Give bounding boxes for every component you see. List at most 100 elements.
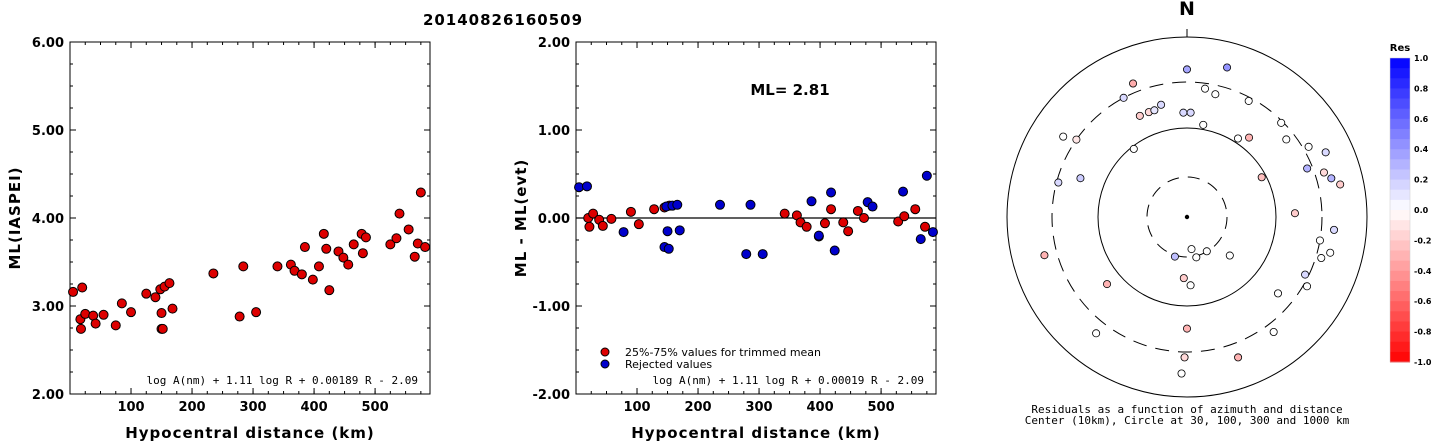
y-tick-label: 2.00 [32,388,64,403]
station-marker [1183,324,1192,333]
data-point [921,170,932,181]
data-point [597,220,608,231]
station-marker [1223,63,1232,72]
station-marker [1170,252,1179,261]
ml-annotation: ML= 2.81 [750,81,829,99]
colorbar-tick-label: -0.6 [1414,297,1432,306]
y-tick-label: 2.00 [538,36,570,51]
data-point [116,298,127,309]
legend-label: Rejected values [625,358,712,371]
station-marker [1319,168,1328,177]
station-marker [1257,173,1266,182]
ring-300km [1051,81,1323,353]
data-point [208,268,219,279]
station-marker [1103,280,1112,289]
data-point [920,221,931,232]
colorbar-segment [1390,128,1410,140]
colorbar-segment [1390,321,1410,333]
data-point [357,248,368,259]
colorbar-segment [1390,220,1410,231]
station-marker [1211,90,1220,99]
station-marker [1269,328,1278,337]
data-point [234,311,245,322]
map-caption-line1: Residuals as a function of azimuth and d… [1031,403,1342,416]
station-marker [1301,270,1310,279]
x-tick-label: 500 [362,400,389,415]
x-tick-label: 400 [806,400,833,415]
data-point [581,181,592,192]
colorbar-segment [1390,58,1410,69]
station-marker [1201,84,1210,93]
station-marker [1183,65,1192,74]
station-marker [1119,93,1128,102]
station-marker [1187,245,1196,254]
data-point [674,225,685,236]
data-point [391,233,402,244]
colorbar-segment [1390,149,1410,160]
plot-frame [69,41,431,395]
data-point [156,308,167,319]
data-point [826,187,837,198]
data-point [403,224,414,235]
data-point [385,239,396,250]
colorbar-segment [1390,351,1410,363]
colorbar-tick-label: -1.0 [1414,358,1432,367]
colorbar-title: Res [1390,43,1410,54]
x-axis-label: Hypocentral distance (km) [125,424,375,441]
station-marker [1186,281,1195,290]
data-point [420,242,431,253]
data-point [826,204,837,215]
ring-100km [1097,127,1277,307]
colorbar-segment [1390,210,1410,221]
station-marker [1274,289,1283,298]
colorbar-segment [1390,98,1410,110]
station-marker [1317,254,1326,263]
data-point [90,318,101,329]
colorbar-tick-label: 1.0 [1414,54,1429,63]
colorbar-segment [1390,240,1410,252]
station-marker [1290,209,1299,218]
data-point [307,274,318,285]
data-point [806,196,817,207]
colorbar-segment [1390,291,1410,302]
data-point [409,251,420,262]
station-marker [1059,132,1068,141]
y-axis-label: ML - ML(evt) [512,159,530,277]
station-marker [1186,108,1195,117]
x-tick-label: 200 [178,400,205,415]
station-marker [1303,164,1312,173]
data-point [779,208,790,219]
data-point [757,249,768,260]
colorbar-segment [1390,139,1410,150]
station-marker [1092,329,1101,338]
data-point [606,213,617,224]
data-point [299,242,310,253]
data-point [741,249,752,260]
data-point [324,285,335,296]
data-point [272,261,283,272]
station-marker [1157,100,1166,109]
data-point [321,243,332,254]
data-point [75,323,86,334]
data-point [98,309,109,320]
data-point [238,261,249,272]
data-point [150,292,161,303]
station-marker [1177,369,1186,378]
station-marker [1179,274,1188,283]
station-marker [1040,251,1049,260]
station-marker [1202,247,1211,256]
legend-marker [600,359,610,369]
station-marker [1282,135,1291,144]
station-marker [1129,79,1138,88]
colorbar-segment [1390,169,1410,181]
x-tick-label: 100 [623,400,650,415]
data-point [313,261,324,272]
station-marker [1244,96,1253,105]
data-point [141,288,152,299]
data-point [633,219,644,230]
x-tick-label: 400 [300,400,327,415]
station-marker [1072,135,1081,144]
data-point [588,208,599,219]
data-point [343,259,354,270]
